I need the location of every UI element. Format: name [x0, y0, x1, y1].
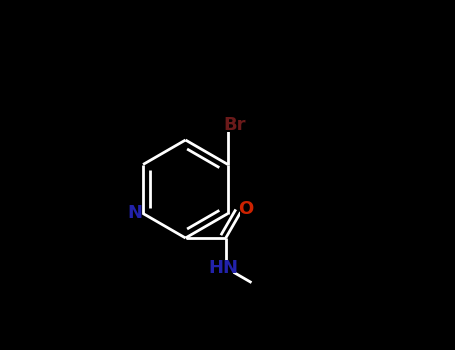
Bar — [240, 203, 253, 216]
Bar — [224, 119, 245, 132]
Text: N: N — [128, 204, 143, 222]
Text: HN: HN — [208, 259, 238, 278]
Text: O: O — [238, 201, 254, 218]
Bar — [213, 262, 233, 275]
Bar — [128, 206, 142, 219]
Text: Br: Br — [223, 116, 246, 134]
